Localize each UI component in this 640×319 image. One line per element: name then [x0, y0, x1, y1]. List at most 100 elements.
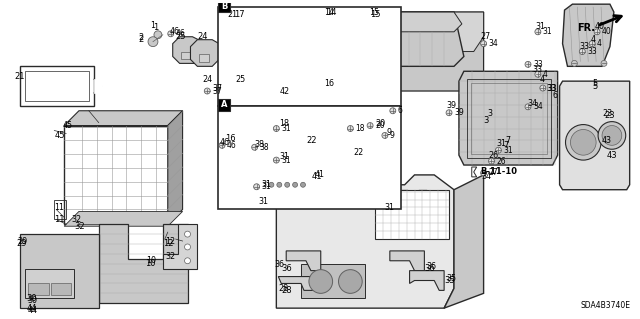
Polygon shape	[444, 175, 484, 308]
Text: 28: 28	[281, 286, 292, 295]
Bar	[360, 190, 368, 204]
Text: 36: 36	[275, 260, 284, 269]
Text: 15: 15	[369, 8, 380, 17]
Text: 16: 16	[324, 78, 333, 88]
Circle shape	[572, 60, 577, 66]
Bar	[301, 264, 365, 298]
Circle shape	[601, 60, 607, 66]
Text: 37: 37	[212, 84, 222, 93]
Text: 36: 36	[424, 264, 435, 273]
Polygon shape	[459, 71, 557, 165]
Text: 30: 30	[28, 296, 38, 305]
Text: 28: 28	[278, 284, 289, 293]
Text: 31: 31	[385, 203, 395, 212]
Circle shape	[602, 126, 622, 145]
Text: 46: 46	[220, 138, 230, 147]
Text: 31: 31	[262, 182, 271, 191]
Text: 9: 9	[387, 128, 392, 137]
Bar	[218, 106, 401, 210]
Bar	[419, 190, 428, 204]
Polygon shape	[237, 27, 304, 37]
Text: 33: 33	[532, 65, 542, 74]
Text: 34: 34	[527, 99, 537, 108]
Polygon shape	[230, 126, 296, 136]
Text: 22: 22	[353, 148, 364, 157]
Text: 31: 31	[503, 146, 513, 155]
Text: 15: 15	[370, 10, 381, 19]
Polygon shape	[252, 152, 316, 162]
Text: SDA4B3740E: SDA4B3740E	[580, 301, 630, 310]
Polygon shape	[410, 271, 444, 290]
Text: 40: 40	[595, 22, 605, 31]
Circle shape	[184, 244, 191, 250]
Text: 5: 5	[592, 82, 597, 91]
Text: 36: 36	[426, 262, 436, 271]
Text: 33: 33	[533, 60, 543, 69]
Polygon shape	[239, 30, 301, 39]
Circle shape	[292, 182, 298, 187]
Text: 2: 2	[138, 33, 143, 42]
Bar	[200, 55, 209, 63]
Text: 20: 20	[375, 119, 385, 128]
Bar	[400, 190, 408, 204]
Circle shape	[540, 85, 546, 91]
Polygon shape	[306, 12, 484, 52]
Circle shape	[154, 31, 162, 39]
Polygon shape	[563, 4, 614, 66]
Circle shape	[148, 37, 158, 47]
Text: 14: 14	[326, 8, 336, 17]
Text: 22: 22	[306, 136, 316, 145]
Circle shape	[481, 170, 486, 176]
Polygon shape	[99, 224, 188, 303]
Text: 14: 14	[324, 8, 333, 17]
Polygon shape	[64, 111, 182, 126]
Text: 32: 32	[166, 252, 176, 261]
Bar	[253, 159, 314, 170]
Text: 23: 23	[602, 109, 612, 118]
Bar	[230, 134, 294, 152]
Text: 1: 1	[150, 21, 155, 30]
Text: 1: 1	[153, 23, 158, 32]
Polygon shape	[227, 27, 244, 37]
Circle shape	[277, 182, 282, 187]
Text: 34: 34	[482, 172, 492, 182]
Text: 31: 31	[281, 124, 291, 133]
Text: 17: 17	[234, 10, 244, 19]
Text: 42: 42	[279, 86, 289, 95]
Text: 12: 12	[165, 236, 175, 246]
Text: 33: 33	[547, 84, 557, 93]
Circle shape	[535, 29, 541, 35]
Text: 20: 20	[375, 121, 385, 130]
Bar	[279, 191, 284, 199]
Text: 35: 35	[446, 274, 456, 283]
Circle shape	[269, 182, 274, 187]
Text: 3: 3	[484, 116, 489, 125]
Circle shape	[481, 41, 486, 47]
Text: 10: 10	[146, 256, 156, 265]
Bar	[54, 200, 66, 219]
Circle shape	[488, 158, 495, 164]
Text: 31: 31	[497, 139, 506, 148]
Bar	[180, 52, 191, 59]
Text: 43: 43	[607, 151, 618, 160]
Text: 25: 25	[175, 32, 186, 41]
Text: 44: 44	[28, 306, 38, 315]
Text: 10: 10	[145, 259, 156, 268]
Circle shape	[309, 270, 333, 293]
Text: 4: 4	[590, 35, 595, 44]
Text: 31: 31	[262, 180, 271, 189]
Text: 4: 4	[540, 75, 545, 84]
Circle shape	[525, 62, 531, 67]
Text: 12: 12	[163, 240, 173, 249]
Text: 40: 40	[602, 27, 612, 36]
Text: 35: 35	[444, 276, 455, 285]
Text: 44: 44	[27, 304, 37, 313]
Text: 29: 29	[17, 240, 28, 249]
Text: 46: 46	[175, 29, 186, 38]
Text: 33: 33	[579, 42, 589, 51]
Bar	[25, 269, 74, 298]
Text: 38: 38	[255, 140, 264, 149]
Circle shape	[273, 126, 279, 131]
Polygon shape	[306, 12, 464, 66]
Text: 31: 31	[543, 27, 552, 36]
